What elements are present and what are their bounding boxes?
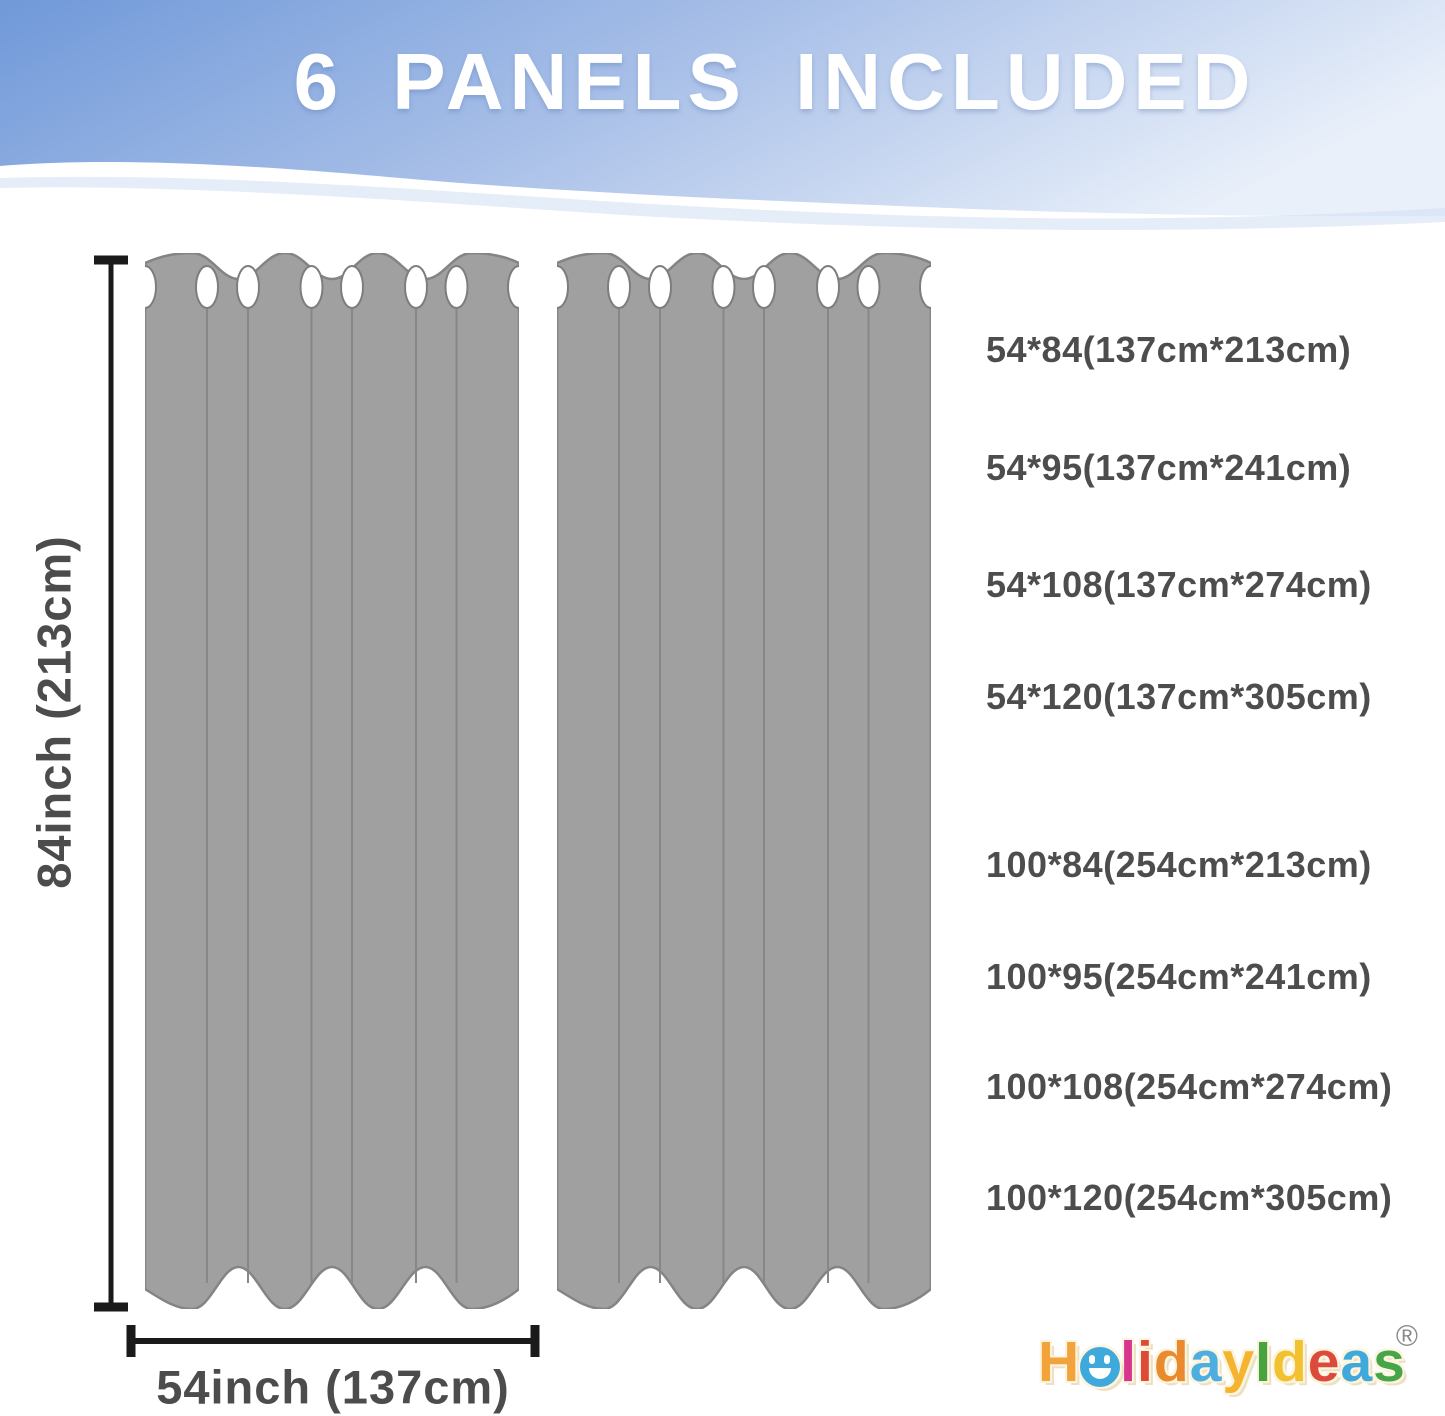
size-item: 100*120(254cm*305cm) bbox=[986, 1177, 1393, 1218]
size-item: 100*95(254cm*241cm) bbox=[986, 956, 1372, 997]
logo-letter: d bbox=[1153, 1330, 1190, 1394]
banner-wave-graphic bbox=[0, 0, 1445, 260]
size-item: 54*84(137cm*213cm) bbox=[986, 329, 1352, 370]
size-item: 100*108(254cm*274cm) bbox=[986, 1066, 1393, 1107]
logo-letter: a bbox=[1189, 1330, 1223, 1394]
logo-letter: e bbox=[1307, 1330, 1341, 1394]
logo-letter: s bbox=[1373, 1330, 1406, 1394]
size-item: 54*120(137cm*305cm) bbox=[986, 676, 1372, 717]
size-item: 54*95(137cm*241cm) bbox=[986, 447, 1352, 488]
registered-mark-icon: ® bbox=[1395, 1320, 1418, 1353]
header-banner: 6 PANELS INCLUDED bbox=[0, 0, 1445, 260]
logo-smiley-o-icon bbox=[1080, 1347, 1121, 1387]
size-item: 54*108(137cm*274cm) bbox=[986, 564, 1372, 605]
size-item: 100*84(254cm*213cm) bbox=[986, 844, 1372, 885]
banner-secondary-wave bbox=[0, 176, 1445, 230]
logo-letter: I bbox=[1255, 1330, 1272, 1394]
width-label: 54inch (137cm) bbox=[156, 1360, 510, 1414]
logo-letter: y bbox=[1222, 1330, 1256, 1394]
banner-title: 6 PANELS INCLUDED bbox=[293, 37, 1257, 126]
logo-letter: i bbox=[1137, 1330, 1154, 1394]
logo-letter: l bbox=[1120, 1330, 1138, 1394]
logo-letter: a bbox=[1340, 1330, 1374, 1394]
logo-letter: H bbox=[1038, 1330, 1081, 1394]
logo-letter: d bbox=[1271, 1330, 1308, 1394]
